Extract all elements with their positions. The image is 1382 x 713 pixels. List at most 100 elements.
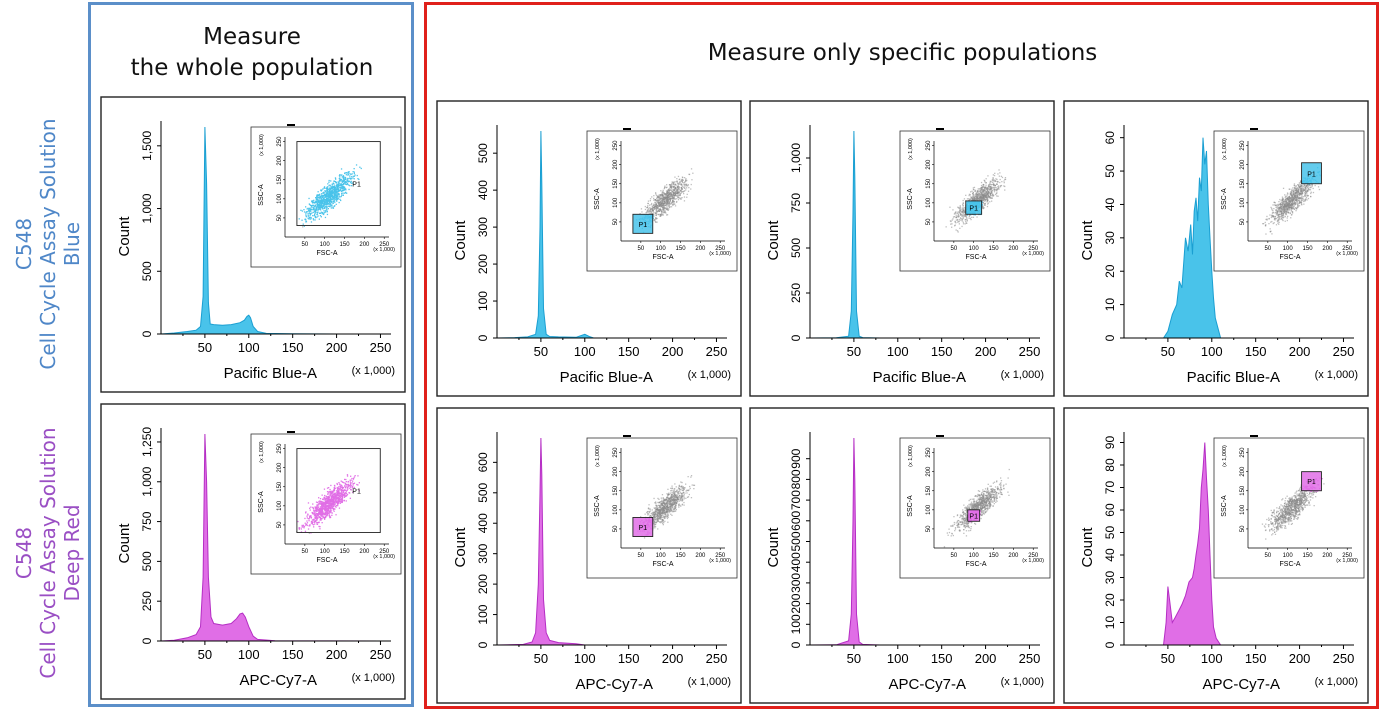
scatter-dot: [1284, 201, 1286, 203]
scatter-dot: [954, 212, 956, 214]
scatter-dot: [675, 187, 677, 189]
scatter-dot: [967, 214, 969, 216]
scatter-dot: [335, 192, 337, 195]
scatter-dot: [971, 199, 973, 201]
scatter-dot: [330, 207, 332, 209]
scatter-dot: [352, 182, 354, 184]
scatter-dot: [966, 219, 968, 221]
gate-label: P1: [352, 182, 361, 189]
scatter-dot: [320, 211, 322, 213]
scatter-dot: [351, 182, 353, 184]
scatter-dot: [1304, 186, 1306, 189]
scatter-dot: [1294, 194, 1296, 196]
scatter-dot: [1295, 199, 1297, 201]
scatter-dot: [327, 504, 329, 507]
scatter-dot: [961, 225, 963, 228]
scatter-dot: [984, 196, 986, 198]
scatter-dot: [337, 500, 339, 502]
scatter-dot: [1279, 213, 1281, 216]
scatter-dot: [1291, 195, 1293, 198]
scatter-dot: [311, 511, 313, 514]
scatter-dot: [1290, 210, 1292, 212]
y-tick-label: 1,000: [789, 143, 803, 173]
scatter-dot: [1295, 207, 1297, 209]
scatter-dot: [1290, 192, 1292, 194]
scatter-dot: [319, 208, 321, 210]
scatter-dot: [957, 206, 959, 208]
scatter-dot: [334, 181, 337, 183]
scatter-dot: [344, 180, 346, 182]
scatter-dot: [994, 185, 996, 187]
scatter-dot: [1293, 183, 1296, 185]
scatter-dot: [964, 214, 966, 216]
scatter-dot: [955, 213, 957, 215]
scatter-dot: [1271, 233, 1273, 235]
scatter-dot: [661, 195, 663, 197]
scatter-dot: [1305, 196, 1308, 199]
scatter-dot: [328, 513, 330, 515]
scatter-dot: [654, 205, 656, 207]
scatter-dot: [314, 201, 316, 203]
scatter-dot: [313, 209, 315, 211]
scatter-dot: [1288, 195, 1291, 198]
scatter-dot: [327, 500, 329, 503]
scatter-dot: [342, 192, 344, 194]
scatter-dot: [341, 487, 343, 489]
scatter-dot: [1296, 206, 1299, 208]
scatter-dot: [980, 196, 982, 198]
scatter-dot: [683, 190, 686, 192]
scatter-dot: [356, 483, 358, 486]
scatter-dot: [328, 181, 330, 183]
scatter-dot: [322, 515, 324, 517]
scatter-x-tick-label: 200: [359, 549, 370, 555]
scatter-dot: [679, 182, 681, 184]
scatter-dot: [334, 496, 336, 498]
scatter-dot: [351, 486, 354, 488]
scatter-dot: [1277, 205, 1279, 207]
scatter-dot: [648, 211, 651, 213]
scatter-dot: [1287, 211, 1290, 213]
y-tick-label: 0: [476, 334, 490, 341]
scatter-dot: [993, 188, 995, 190]
scatter-dot: [1284, 199, 1286, 201]
scatter-dot: [679, 190, 682, 192]
scatter-dot: [1295, 207, 1297, 210]
scatter-dot: [316, 198, 319, 200]
scatter-dot: [330, 194, 332, 196]
scatter-dot: [985, 178, 987, 180]
scatter-dot: [963, 198, 966, 200]
scatter-dot: [680, 198, 682, 200]
scatter-y-unit: (x 1,000): [908, 138, 914, 160]
scatter-dot: [1274, 212, 1276, 214]
scatter-dot: [324, 498, 326, 501]
scatter-dot: [986, 205, 989, 208]
scatter-dot: [1280, 211, 1283, 214]
scatter-dot: [336, 192, 338, 194]
scatter-dot: [665, 201, 667, 204]
scatter-dot: [994, 189, 996, 191]
scatter-dot: [658, 196, 660, 198]
scatter-dot: [312, 218, 314, 220]
scatter-dot: [318, 525, 320, 528]
scatter-dot: [326, 498, 328, 500]
scatter-dot: [682, 181, 684, 184]
scatter-dot: [1281, 217, 1283, 219]
scatter-dot: [641, 211, 643, 213]
x-axis-unit: (x 1,000): [352, 672, 395, 684]
scatter-dot: [681, 176, 684, 178]
scatter-dot: [1297, 192, 1300, 194]
scatter-dot: [345, 487, 347, 489]
scatter-dot: [324, 196, 326, 198]
scatter-dot: [989, 195, 991, 198]
scatter-dot: [1299, 192, 1302, 195]
scatter-dot: [298, 528, 300, 530]
scatter-dot: [323, 497, 325, 499]
scatter-dot: [318, 512, 320, 514]
scatter-dot: [1286, 198, 1288, 200]
scatter-dot: [995, 192, 998, 195]
scatter-dot: [955, 229, 957, 231]
scatter-dot: [324, 207, 326, 209]
scatter-dot: [993, 180, 995, 182]
